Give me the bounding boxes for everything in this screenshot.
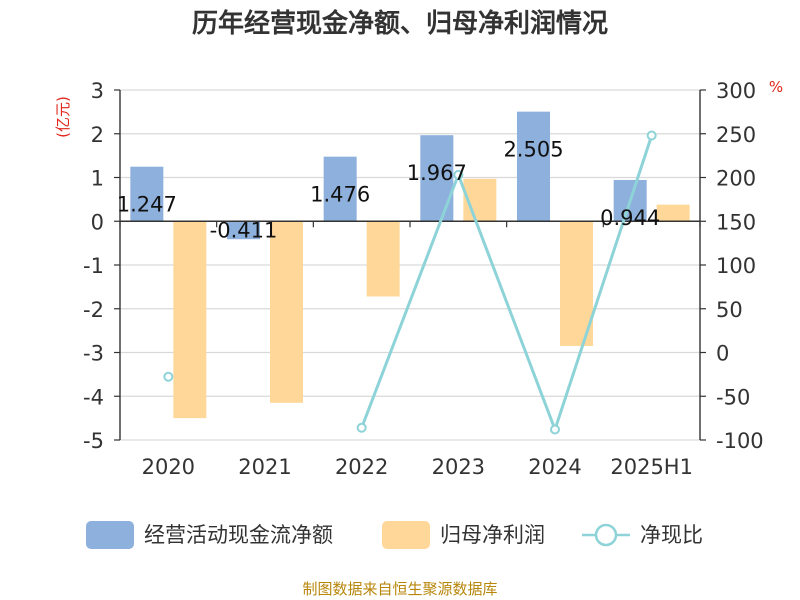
cash-flow-data-label: 0.944: [600, 206, 660, 230]
left-tick-label: -1: [83, 254, 104, 278]
legend: 经营活动现金流净额 归母净利润 净现比: [86, 521, 703, 549]
cash-flow-data-label: -0.411: [210, 218, 278, 242]
left-tick-label: -3: [83, 342, 104, 366]
right-tick-label: 300: [716, 79, 756, 103]
legend-label-net-profit: 归母净利润: [440, 523, 545, 547]
net-profit-bar: [656, 204, 690, 222]
category-label: 2024: [528, 455, 581, 479]
data-labels: 1.247 -0.411 1.476 1.967 2.505 0.944: [117, 138, 660, 243]
ratio-point: [453, 169, 464, 180]
category-label: 2025H1: [610, 455, 693, 479]
right-tick-label: 50: [716, 298, 743, 322]
left-tick-label: -2: [83, 298, 104, 322]
chart-title: 历年经营现金净额、归母净利润情况: [192, 8, 608, 39]
net-profit-bar: [560, 221, 593, 346]
right-tick-label: 0: [716, 342, 729, 366]
legend-swatch-cash-flow: [86, 521, 134, 549]
category-label: 2020: [142, 455, 195, 479]
axes: 3 2 1 0 -1 -2 -3 -4 -5 300 250 200 150 100 50 0 -50 -100 2…: [83, 79, 764, 479]
right-tick-label: 200: [716, 167, 756, 191]
gridlines: [120, 89, 700, 441]
cash-flow-data-label: 1.247: [117, 193, 177, 217]
cash-flow-bar: [227, 221, 260, 240]
cash-flow-bar: [517, 111, 550, 222]
cash-flow-data-label: 1.476: [310, 183, 370, 207]
right-tick-label: -100: [716, 429, 764, 453]
ratio-point: [356, 422, 367, 433]
legend-label-ratio: 净现比: [640, 523, 703, 547]
left-axis-unit: (亿元): [54, 96, 72, 138]
left-tick-label: 3: [91, 79, 104, 103]
ratio-line-series: [163, 130, 657, 435]
cash-flow-bar: [323, 156, 357, 222]
right-tick-label: 150: [716, 210, 756, 234]
right-tick-label: 100: [716, 254, 756, 278]
ratio-point: [550, 424, 560, 435]
ratio-line: [360, 135, 654, 434]
left-tick-label: 1: [91, 167, 104, 191]
right-tick-label: 250: [716, 123, 756, 147]
ratio-point: [646, 130, 657, 141]
net-profit-bar: [270, 221, 303, 403]
category-label: 2023: [432, 455, 485, 479]
source-note: 制图数据来自恒生聚源数据库: [302, 580, 497, 598]
bar-series: [130, 111, 690, 419]
cash-flow-data-label: 2.505: [503, 138, 563, 162]
cash-flow-bar: [420, 135, 454, 222]
category-label: 2021: [238, 455, 291, 479]
right-axis-unit: %: [769, 78, 783, 96]
left-tick-label: -4: [83, 385, 104, 409]
right-tick-label: -50: [716, 385, 750, 409]
net-profit-bar: [173, 221, 207, 419]
left-tick-label: 2: [91, 123, 104, 147]
ratio-point: [163, 371, 174, 382]
left-tick-label: 0: [91, 210, 104, 234]
cash-flow-data-label: 1.967: [407, 161, 467, 185]
cash-flow-bar: [130, 166, 164, 222]
legend-marker-ratio: [594, 523, 618, 547]
net-profit-bar: [366, 221, 400, 297]
category-label: 2022: [335, 455, 388, 479]
legend-swatch-net-profit: [382, 521, 430, 549]
legend-label-cash-flow: 经营活动现金流净额: [144, 523, 333, 547]
left-tick-label: -5: [83, 429, 104, 453]
